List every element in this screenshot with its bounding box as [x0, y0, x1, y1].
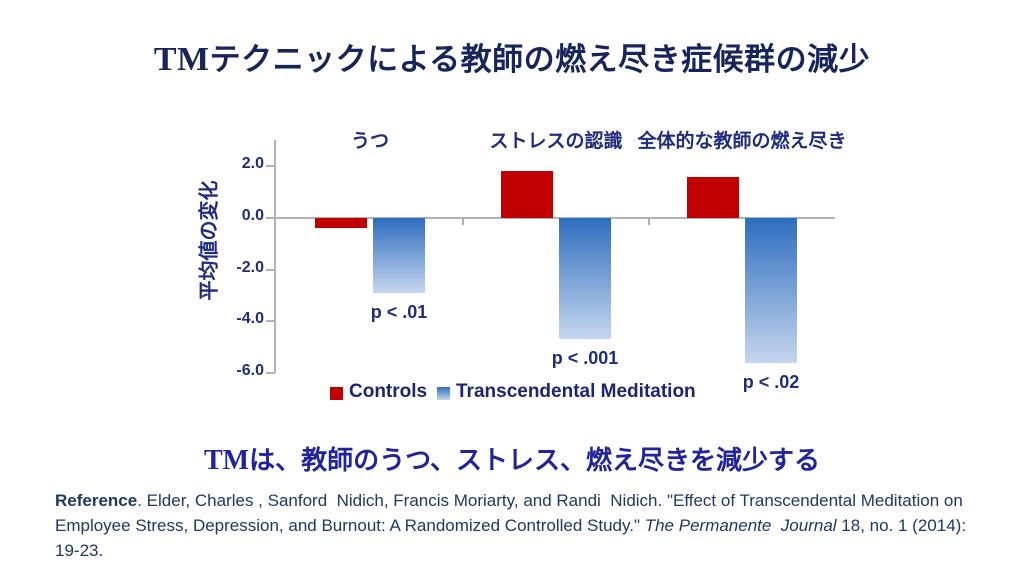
category-label: 全体的な教師の燃え尽き	[637, 131, 847, 152]
legend-swatch-controls	[330, 387, 343, 400]
reference-text: 18, no. 1 (2014):	[836, 516, 967, 535]
bar-tm-group2	[559, 218, 611, 340]
y-tick-label: 0.0	[241, 207, 264, 224]
reference-line: Employee Stress, Depression, and Burnout…	[55, 513, 980, 538]
chart-title: TMテクニックによる教師の燃え尽き症候群の減少	[0, 34, 1024, 79]
chart-subtitle-tm: TM	[203, 445, 250, 476]
x-zero-line	[274, 217, 835, 219]
p-value-label: p < .02	[742, 371, 800, 392]
y-axis-line	[274, 140, 276, 373]
y-tick-label: 2.0	[241, 155, 264, 173]
reference-citation: Reference. Elder, Charles , Sanford Nidi…	[55, 488, 980, 563]
y-tick-mark	[266, 320, 275, 323]
y-tick-label: -2.0	[236, 258, 264, 276]
y-tick-mark	[266, 268, 275, 271]
reference-line: 19-23.	[55, 538, 980, 563]
category-separator-tick	[462, 218, 464, 225]
category-separator-tick	[648, 218, 650, 225]
bar-controls-group1	[315, 218, 367, 229]
p-value-label: p < .001	[551, 348, 619, 369]
bar-tm-group1	[373, 218, 425, 293]
y-axis-title: 平均値の変化	[198, 180, 221, 301]
bar-controls-group3	[687, 176, 739, 218]
bar-controls-group2	[501, 171, 553, 218]
reference-line: Reference. Elder, Charles , Sanford Nidi…	[55, 488, 980, 513]
y-tick-mark	[266, 217, 275, 219]
legend-swatch-tm	[437, 387, 450, 400]
journal-name: The Permanente Journal	[644, 516, 837, 535]
bar-tm-group3	[745, 218, 797, 363]
chart-subtitle: TMは、教師のうつ、ストレス、燃え尽きを減少する	[0, 440, 1024, 477]
chart-title-text: テクニックによる教師の燃え尽き症候群の減少	[209, 42, 871, 77]
category-label: うつ	[350, 131, 389, 152]
chart-subtitle-text: は、教師のうつ、ストレス、燃え尽きを減少する	[249, 445, 821, 475]
reference-text: . Elder, Charles , Sanford Nidich, Franc…	[137, 491, 963, 510]
chart-title-tm: TM	[153, 41, 210, 78]
reference-text: 19-23.	[55, 541, 104, 560]
y-tick-label: -4.0	[236, 310, 264, 328]
reference-label: Reference	[55, 491, 138, 510]
legend-label-controls: Controls	[349, 381, 428, 402]
p-value-label: p < .01	[370, 301, 428, 322]
legend-label-tm: Transcendental Meditation	[456, 381, 696, 402]
category-label: ストレスの認識	[489, 131, 623, 152]
reference-text: Employee Stress, Depression, and Burnout…	[55, 516, 645, 535]
y-tick-mark	[266, 165, 275, 168]
y-tick-label: -6.0	[236, 362, 264, 380]
y-tick-mark	[266, 372, 275, 375]
